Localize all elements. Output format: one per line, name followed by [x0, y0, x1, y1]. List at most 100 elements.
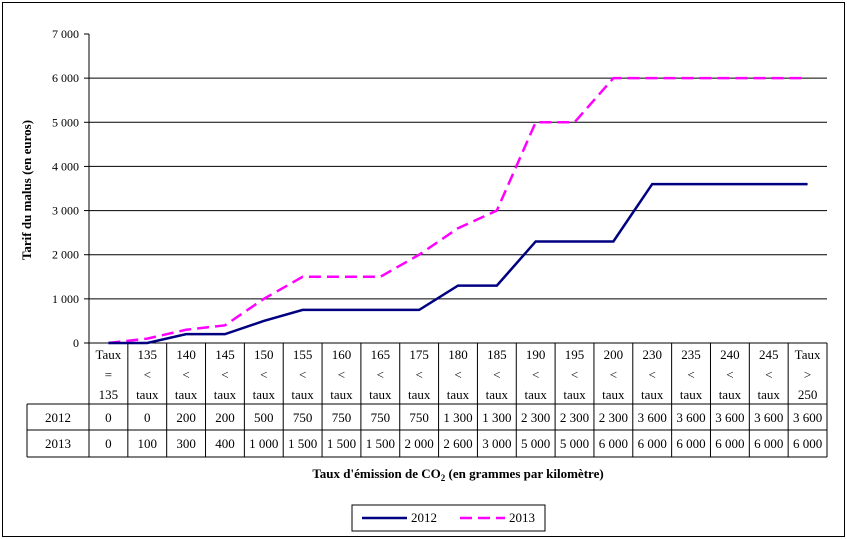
table-value: 5 000: [521, 436, 550, 451]
x-category-label: 240: [720, 347, 740, 362]
x-category-label: taux: [486, 387, 509, 402]
y-tick-label: 4 000: [52, 159, 79, 173]
table-value: 0: [105, 410, 112, 425]
table-value: 6 000: [599, 436, 628, 451]
x-category-label: 235: [681, 347, 701, 362]
x-category-label: <: [454, 367, 461, 382]
table-value: 6 000: [715, 436, 744, 451]
x-category-label: 140: [176, 347, 196, 362]
table-value: 200: [176, 410, 196, 425]
x-category-label: 155: [293, 347, 313, 362]
table-value: 750: [332, 410, 352, 425]
x-category-label: Taux: [96, 347, 122, 362]
table-value: 6 000: [793, 436, 822, 451]
x-category-label: 250: [798, 387, 818, 402]
x-category-label: <: [415, 367, 422, 382]
y-tick-label: 6 000: [52, 71, 79, 85]
x-category-label: 245: [759, 347, 779, 362]
table-value: 6 000: [754, 436, 783, 451]
table-value: 1 300: [443, 410, 472, 425]
y-tick-label: 1 000: [52, 292, 79, 306]
table-value: 750: [293, 410, 313, 425]
x-category-label: <: [571, 367, 578, 382]
x-category-label: taux: [719, 387, 742, 402]
x-category-label: 165: [371, 347, 391, 362]
x-category-label: 200: [604, 347, 624, 362]
x-category-label: taux: [369, 387, 392, 402]
x-category-label: <: [726, 367, 733, 382]
y-tick-label: 2 000: [52, 248, 79, 262]
x-axis-label: Taux d'émission de CO2 (en grammes par k…: [312, 466, 603, 483]
table-value: 2 000: [405, 436, 434, 451]
y-tick-label: 3 000: [52, 204, 79, 218]
x-category-label: taux: [602, 387, 625, 402]
x-category-label: >: [804, 367, 811, 382]
table-value: 0: [144, 410, 151, 425]
x-category-label: <: [260, 367, 267, 382]
series-line-2012: [108, 182, 808, 345]
table-value: 3 600: [638, 410, 667, 425]
table-value: 2 600: [443, 436, 472, 451]
table-value: 1 300: [482, 410, 511, 425]
table-value: 2 300: [599, 410, 628, 425]
y-tick-label: 0: [73, 336, 79, 350]
x-category-label: taux: [330, 387, 353, 402]
x-category-label: taux: [641, 387, 664, 402]
series-line-2013: [108, 76, 808, 345]
x-category-label: 175: [409, 347, 429, 362]
table-value: 750: [409, 410, 429, 425]
table-value: 400: [215, 436, 235, 451]
x-category-label: taux: [175, 387, 198, 402]
x-category-label: Taux: [795, 347, 821, 362]
x-category-label: 135: [99, 387, 119, 402]
x-category-label: taux: [758, 387, 781, 402]
table-value: 750: [371, 410, 391, 425]
table-value: 6 000: [676, 436, 705, 451]
x-category-label: =: [105, 367, 112, 382]
table-value: 1 000: [249, 436, 278, 451]
x-category-label: taux: [214, 387, 237, 402]
x-category-label: 145: [215, 347, 235, 362]
x-category-label: 185: [487, 347, 507, 362]
x-category-label: <: [221, 367, 228, 382]
table-value: 3 600: [754, 410, 783, 425]
table-value: 5 000: [560, 436, 589, 451]
x-category-label: <: [144, 367, 151, 382]
table-value: 200: [215, 410, 235, 425]
table-value: 1 500: [366, 436, 395, 451]
x-category-label: 195: [565, 347, 585, 362]
y-axis-label: Tarif du malus (en euros): [19, 120, 34, 260]
x-category-label: taux: [291, 387, 314, 402]
y-tick-label: 7 000: [52, 27, 79, 41]
table-value: 3 600: [715, 410, 744, 425]
table-value: 500: [254, 410, 274, 425]
x-category-label: <: [687, 367, 694, 382]
x-category-label: 160: [332, 347, 352, 362]
x-category-label: <: [299, 367, 306, 382]
x-category-label: taux: [447, 387, 470, 402]
x-category-label: taux: [136, 387, 159, 402]
table-series-name: 2013: [45, 436, 71, 451]
x-category-label: <: [610, 367, 617, 382]
table-value: 0: [105, 436, 112, 451]
x-category-label: taux: [408, 387, 431, 402]
table-series-name: 2012: [45, 410, 71, 425]
x-category-label: taux: [563, 387, 586, 402]
x-category-label: taux: [680, 387, 703, 402]
x-category-label: <: [182, 367, 189, 382]
table-value: 3 600: [676, 410, 705, 425]
table-value: 6 000: [638, 436, 667, 451]
table-value: 3 000: [482, 436, 511, 451]
x-category-label: <: [765, 367, 772, 382]
y-tick-label: 5 000: [52, 115, 79, 129]
table-value: 2 300: [560, 410, 589, 425]
x-category-label: taux: [253, 387, 276, 402]
x-category-label: 135: [138, 347, 158, 362]
x-category-label: 190: [526, 347, 546, 362]
x-category-label: <: [493, 367, 500, 382]
table-value: 300: [176, 436, 196, 451]
table-value: 3 600: [793, 410, 822, 425]
x-category-label: <: [532, 367, 539, 382]
